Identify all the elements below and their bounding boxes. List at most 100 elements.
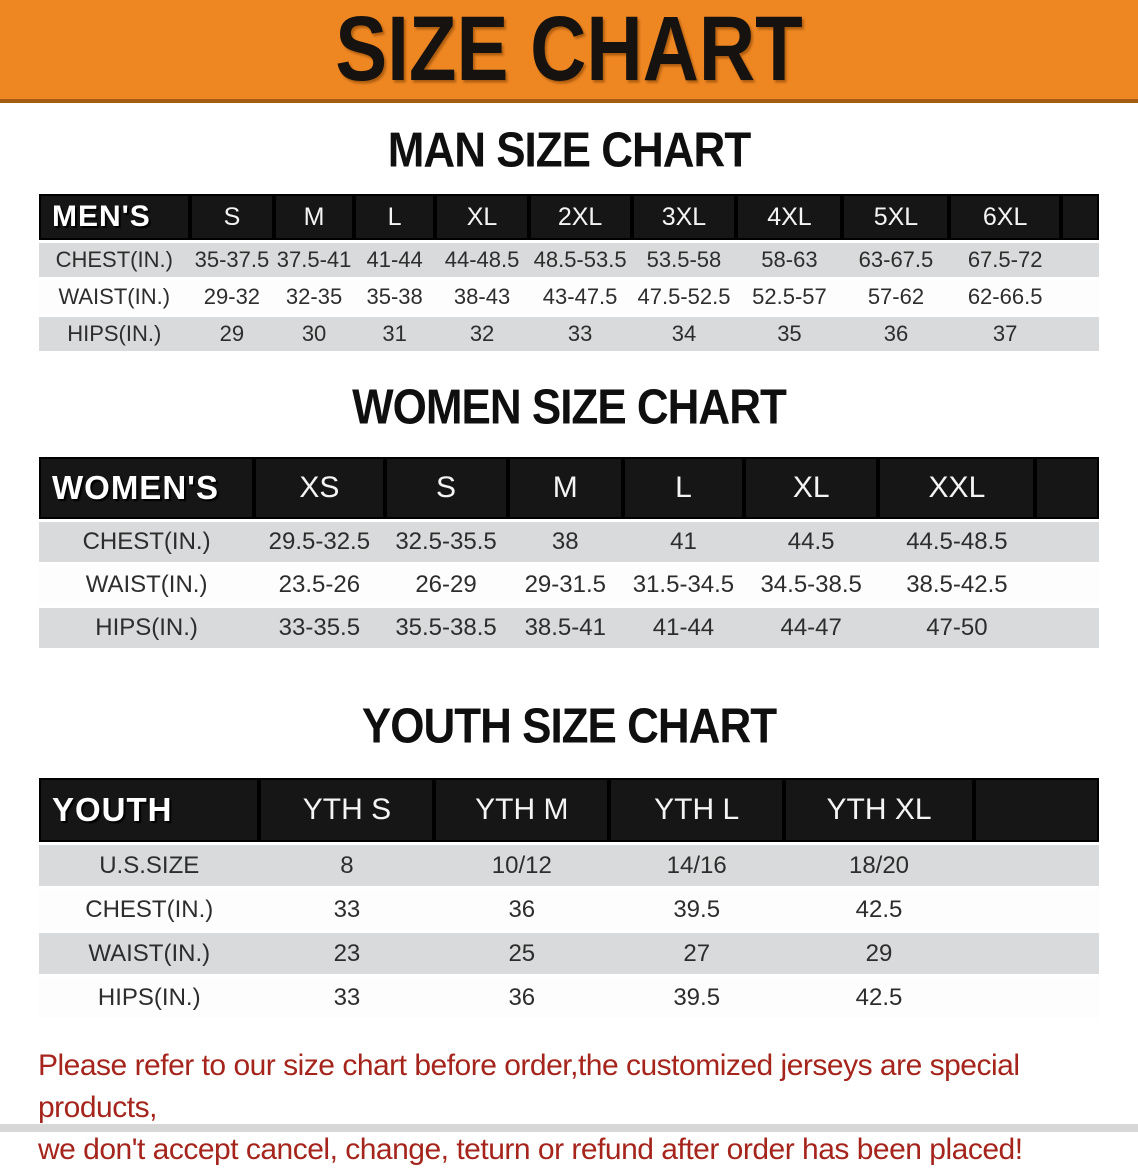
size-value-cell: 48.5-53.5 — [528, 243, 632, 277]
size-value-cell: 44-48.5 — [435, 243, 529, 277]
column-header: S — [189, 194, 275, 240]
size-value-cell: 34.5-38.5 — [743, 565, 879, 605]
spacer-cell — [1035, 608, 1099, 648]
size-value-cell: 41 — [623, 522, 744, 562]
size-value-cell: 67.5-72 — [949, 243, 1061, 277]
column-header: 6XL — [949, 194, 1061, 240]
row-label: U.S.SIZE — [39, 845, 260, 886]
size-value-cell: 18/20 — [784, 845, 974, 886]
spacer-cell — [973, 933, 1099, 974]
size-value-cell: 62-66.5 — [949, 280, 1061, 314]
womens-table-title: WOMEN'S — [39, 457, 255, 519]
size-value-cell: 36 — [842, 317, 950, 351]
column-header: YTH XL — [784, 778, 974, 842]
size-value-cell: 29 — [189, 317, 275, 351]
size-value-cell: 10/12 — [434, 845, 610, 886]
column-header: XL — [743, 457, 879, 519]
spacer-cell — [1060, 280, 1099, 314]
size-value-cell: 35-38 — [353, 280, 436, 314]
spacer-cell — [973, 977, 1099, 1018]
row-label: WAIST(IN.) — [39, 565, 255, 605]
table-row: HIPS(IN.) 29 30 31 32 33 34 35 36 37 — [39, 317, 1099, 351]
spacer-cell — [1035, 457, 1099, 519]
row-label: CHEST(IN.) — [39, 243, 190, 277]
size-value-cell: 31 — [353, 317, 436, 351]
size-value-cell: 32 — [435, 317, 529, 351]
table-row: CHEST(IN.) 33 36 39.5 42.5 — [39, 889, 1099, 930]
size-value-cell: 35 — [736, 317, 843, 351]
row-label: HIPS(IN.) — [39, 608, 255, 648]
youth-size-table: YOUTH YTH S YTH M YTH L YTH XL U.S.SIZE … — [39, 775, 1099, 1021]
size-value-cell: 29.5-32.5 — [254, 522, 385, 562]
size-value-cell: 27 — [609, 933, 785, 974]
size-value-cell: 38 — [507, 522, 624, 562]
size-value-cell: 42.5 — [784, 889, 974, 930]
disclaimer: Please refer to our size chart before or… — [38, 1045, 1138, 1171]
spacer-cell — [1060, 317, 1099, 351]
column-header: 3XL — [631, 194, 737, 240]
size-value-cell: 47.5-52.5 — [631, 280, 737, 314]
mens-table-title: MEN'S — [39, 194, 190, 240]
size-value-cell: 39.5 — [609, 889, 785, 930]
women-section-heading: WOMEN SIZE CHART — [352, 380, 787, 435]
column-header: YTH M — [434, 778, 610, 842]
size-value-cell: 38-43 — [435, 280, 529, 314]
column-header: M — [274, 194, 354, 240]
youth-header-row: YOUTH YTH S YTH M YTH L YTH XL — [39, 778, 1099, 842]
size-value-cell: 38.5-41 — [507, 608, 624, 648]
size-value-cell: 33-35.5 — [254, 608, 385, 648]
spacer-cell — [1035, 565, 1099, 605]
size-value-cell: 8 — [259, 845, 435, 886]
size-value-cell: 41-44 — [623, 608, 744, 648]
table-row: WAIST(IN.) 29-32 32-35 35-38 38-43 43-47… — [39, 280, 1099, 314]
row-label: WAIST(IN.) — [39, 280, 190, 314]
column-header: L — [353, 194, 436, 240]
size-value-cell: 25 — [434, 933, 610, 974]
size-value-cell: 32-35 — [274, 280, 354, 314]
size-value-cell: 44.5 — [743, 522, 879, 562]
youth-section-heading: YOUTH SIZE CHART — [361, 699, 777, 754]
row-label: CHEST(IN.) — [39, 522, 255, 562]
size-value-cell: 63-67.5 — [842, 243, 950, 277]
column-header: L — [623, 457, 744, 519]
size-value-cell: 30 — [274, 317, 354, 351]
spacer-cell — [973, 889, 1099, 930]
column-header: XL — [435, 194, 529, 240]
mens-size-table: MEN'S S M L XL 2XL 3XL 4XL 5XL 6XL CHEST… — [39, 191, 1099, 354]
spacer-cell — [1060, 194, 1099, 240]
size-value-cell: 35-37.5 — [189, 243, 275, 277]
womens-header-row: WOMEN'S XS S M L XL XXL — [39, 457, 1099, 519]
size-value-cell: 58-63 — [736, 243, 843, 277]
size-value-cell: 29 — [784, 933, 974, 974]
size-value-cell: 29-32 — [189, 280, 275, 314]
spacer-cell — [1060, 243, 1099, 277]
size-value-cell: 33 — [259, 889, 435, 930]
column-header: 5XL — [842, 194, 950, 240]
disclaimer-line-2: we don't accept cancel, change, teturn o… — [38, 1133, 1023, 1166]
size-value-cell: 47-50 — [878, 608, 1036, 648]
size-value-cell: 36 — [434, 889, 610, 930]
size-value-cell: 14/16 — [609, 845, 785, 886]
disclaimer-line-1: Please refer to our size chart before or… — [38, 1049, 1020, 1124]
size-value-cell: 33 — [528, 317, 632, 351]
banner-title: SIZE CHART — [335, 0, 803, 100]
youth-table-title: YOUTH — [39, 778, 260, 842]
column-header: YTH L — [609, 778, 785, 842]
size-value-cell: 38.5-42.5 — [878, 565, 1036, 605]
table-row: CHEST(IN.) 35-37.5 37.5-41 41-44 44-48.5… — [39, 243, 1099, 277]
banner: SIZE CHART — [0, 0, 1138, 103]
size-value-cell: 41-44 — [353, 243, 436, 277]
column-header: 4XL — [736, 194, 843, 240]
row-label: CHEST(IN.) — [39, 889, 260, 930]
size-value-cell: 31.5-34.5 — [623, 565, 744, 605]
size-value-cell: 35.5-38.5 — [384, 608, 508, 648]
size-value-cell: 44-47 — [743, 608, 879, 648]
size-value-cell: 37.5-41 — [274, 243, 354, 277]
size-value-cell: 43-47.5 — [528, 280, 632, 314]
column-header: 2XL — [528, 194, 632, 240]
mens-header-row: MEN'S S M L XL 2XL 3XL 4XL 5XL 6XL — [39, 194, 1099, 240]
table-row: WAIST(IN.) 23.5-26 26-29 29-31.5 31.5-34… — [39, 565, 1099, 605]
size-value-cell: 26-29 — [384, 565, 508, 605]
row-label: HIPS(IN.) — [39, 317, 190, 351]
column-header: M — [507, 457, 624, 519]
